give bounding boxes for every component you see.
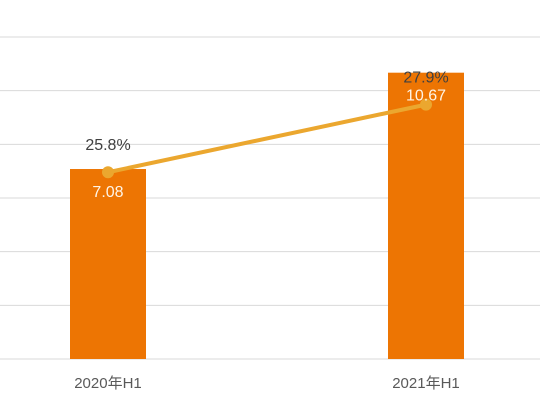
line-point: [420, 98, 432, 111]
bar-series: [70, 72, 464, 360]
x-tick-label: 2021年H1: [392, 375, 460, 392]
line-point: [102, 166, 114, 179]
line-path: [106, 102, 428, 175]
line-series: [102, 98, 432, 179]
line-value-label: 25.8%: [85, 137, 130, 154]
x-tick-label: 2020年H1: [74, 375, 142, 392]
line-value-label: 27.9%: [403, 70, 448, 87]
data-labels: 7.08 10.67 25.8% 27.9%: [85, 70, 448, 201]
bar: [70, 169, 146, 359]
bar-value-label: 7.08: [92, 184, 123, 201]
bar-value-label: 10.67: [406, 88, 446, 105]
x-axis: 2020年H1 2021年H1: [74, 375, 460, 392]
bar: [388, 72, 464, 360]
